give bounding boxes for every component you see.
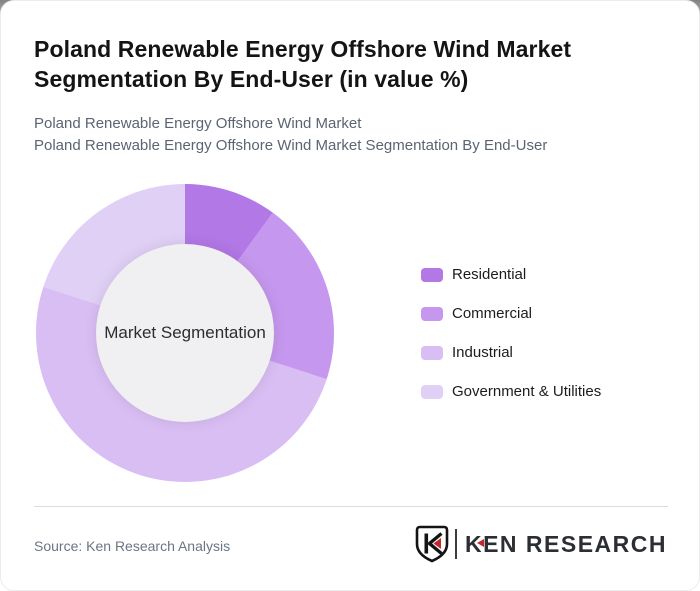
subtitle-line-1: Poland Renewable Energy Offshore Wind Ma…: [34, 115, 362, 132]
legend-item: Residential: [421, 266, 601, 283]
donut-center: Market Segmentation: [96, 244, 274, 422]
logo-text-rest: EN RESEARCH: [483, 530, 667, 557]
legend-swatch: [421, 306, 443, 321]
subtitle-line-2: Poland Renewable Energy Offshore Wind Ma…: [34, 136, 548, 154]
logo-separator: [454, 529, 457, 559]
legend-label: Residential: [452, 266, 527, 283]
legend: Residential Commercial Industrial Governmen…: [421, 266, 602, 423]
chart-subtitles: Poland Renewable Energy Offshore Wind Ma…: [34, 113, 674, 156]
logo-text-k: K: [464, 530, 485, 557]
legend-label: Commercial: [452, 305, 533, 322]
legend-item: Government & Utilities: [421, 383, 602, 400]
legend-swatch: [421, 345, 443, 360]
legend-swatch: [421, 267, 443, 282]
legend-label: Industrial: [452, 344, 513, 361]
legend-item: Industrial: [421, 344, 601, 361]
ken-research-logo: KEN RESEARCH: [415, 525, 667, 563]
donut-center-label: Market Segmentation: [104, 323, 266, 342]
legend-swatch: [421, 384, 443, 399]
logo-shield-icon: [415, 525, 449, 563]
logo-text: KEN RESEARCH: [465, 531, 667, 558]
page-title: Poland Renewable Energy Offshore Wind Ma…: [34, 36, 572, 92]
footer-divider: [34, 506, 668, 507]
source-text: Source: Ken Research Analysis: [34, 538, 231, 554]
donut-chart: Market Segmentation: [36, 184, 334, 482]
legend-label: Government & Utilities: [452, 383, 602, 400]
legend-item: Commercial: [421, 305, 601, 322]
